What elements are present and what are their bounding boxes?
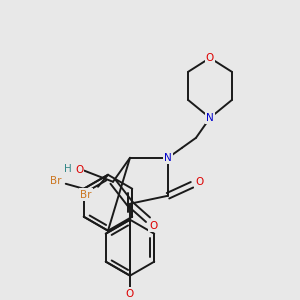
Text: O: O bbox=[75, 165, 83, 175]
Text: O: O bbox=[126, 289, 134, 298]
Text: O: O bbox=[206, 53, 214, 63]
Text: H: H bbox=[64, 164, 72, 174]
Text: O: O bbox=[195, 177, 203, 187]
Text: N: N bbox=[164, 153, 172, 163]
Text: O: O bbox=[149, 221, 157, 231]
Text: Br: Br bbox=[80, 190, 92, 200]
Text: Br: Br bbox=[50, 176, 61, 186]
Text: N: N bbox=[206, 113, 214, 123]
